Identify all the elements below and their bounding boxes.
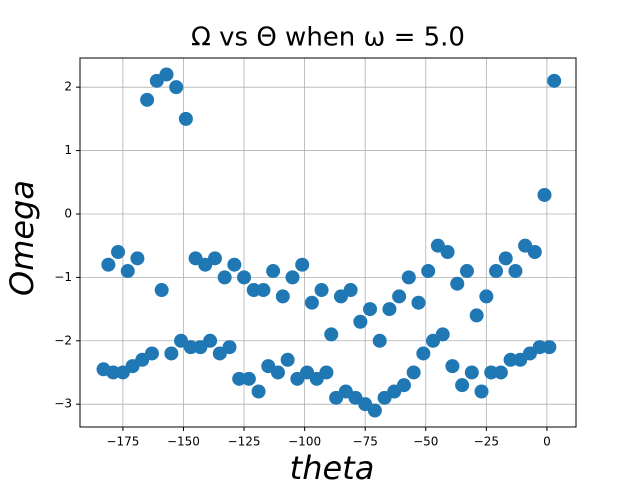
y-axis-label: Omega — [3, 180, 41, 296]
x-axis-label: theta — [290, 449, 375, 480]
point — [251, 384, 266, 399]
x-tick-label: −75 — [353, 435, 378, 449]
x-tick-label: −175 — [106, 435, 139, 449]
point — [406, 365, 421, 380]
point — [183, 340, 198, 355]
grid — [80, 58, 576, 427]
point — [479, 289, 494, 304]
x-tick-label: −25 — [474, 435, 499, 449]
point — [246, 283, 261, 298]
point — [372, 333, 387, 348]
point — [140, 92, 155, 107]
point — [285, 270, 300, 285]
point — [532, 340, 547, 355]
point — [237, 270, 252, 285]
x-tick-label: −50 — [413, 435, 438, 449]
point — [343, 283, 358, 298]
point — [363, 302, 378, 317]
point — [159, 67, 174, 82]
point — [169, 80, 184, 95]
point — [474, 384, 489, 399]
y-tick-label: −1 — [54, 270, 72, 284]
point — [469, 308, 484, 323]
point — [455, 378, 470, 393]
point — [464, 365, 479, 380]
chart-title: Ω vs Θ when ω = 5.0 — [191, 23, 465, 53]
x-tick-label: −100 — [288, 435, 321, 449]
point — [421, 264, 436, 279]
point — [435, 327, 450, 342]
point — [227, 257, 242, 272]
point — [392, 289, 407, 304]
point — [367, 403, 382, 418]
point — [508, 264, 523, 279]
ticks: −175 −150 −125 −100 −75 −50 −25 0 −3 −2 −1 0 1 2 — [54, 80, 550, 449]
point — [503, 352, 518, 367]
point — [207, 251, 222, 266]
point — [111, 245, 126, 260]
plot-marks — [96, 67, 562, 418]
point — [304, 295, 319, 310]
point — [489, 264, 504, 279]
point — [101, 257, 116, 272]
point — [106, 365, 121, 380]
point — [547, 73, 562, 88]
point — [445, 359, 460, 374]
point — [498, 251, 513, 266]
point — [314, 283, 329, 298]
x-tick-label: 0 — [543, 435, 551, 449]
point — [416, 346, 431, 361]
point — [275, 289, 290, 304]
point — [266, 264, 281, 279]
point — [144, 346, 159, 361]
x-tick-label: −125 — [228, 435, 261, 449]
point — [256, 283, 271, 298]
plot-frame — [79, 57, 577, 428]
point — [459, 264, 474, 279]
point — [270, 365, 285, 380]
point — [382, 302, 397, 317]
point — [493, 365, 508, 380]
x-tick-label: −150 — [167, 435, 200, 449]
point — [203, 333, 218, 348]
point — [450, 276, 465, 291]
point — [130, 251, 145, 266]
point — [324, 327, 339, 342]
point — [527, 245, 542, 260]
y-tick-label: −2 — [54, 333, 72, 347]
point — [154, 283, 169, 298]
y-tick-label: 0 — [64, 206, 72, 220]
point — [353, 314, 368, 329]
point — [241, 371, 256, 386]
point — [440, 245, 455, 260]
point — [280, 352, 295, 367]
point — [178, 111, 193, 126]
point — [401, 270, 416, 285]
point — [120, 264, 135, 279]
point — [542, 340, 557, 355]
point — [232, 371, 247, 386]
y-tick-label: 1 — [64, 143, 72, 157]
point — [295, 257, 310, 272]
point — [396, 378, 411, 393]
y-tick-label: 2 — [64, 80, 72, 94]
point — [164, 346, 179, 361]
point — [411, 295, 426, 310]
point — [319, 365, 334, 380]
point — [484, 365, 499, 380]
point — [222, 340, 237, 355]
point — [537, 187, 552, 202]
y-tick-label: −3 — [54, 397, 72, 411]
point — [217, 270, 232, 285]
